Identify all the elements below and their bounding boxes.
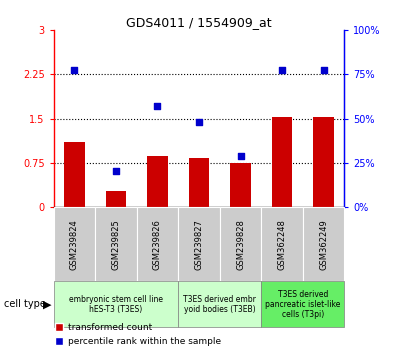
Bar: [230, 163, 251, 207]
Text: GSM239825: GSM239825: [111, 219, 121, 270]
Text: T3ES derived embr
yoid bodies (T3EB): T3ES derived embr yoid bodies (T3EB): [183, 295, 256, 314]
Bar: [178, 281, 261, 327]
Point: [196, 119, 202, 124]
Bar: [261, 207, 303, 281]
Point: [320, 67, 327, 73]
Text: T3ES derived
pancreatic islet-like
cells (T3pi): T3ES derived pancreatic islet-like cells…: [265, 290, 340, 319]
Bar: [54, 207, 95, 281]
Point: [237, 153, 244, 159]
Text: GSM239826: GSM239826: [153, 219, 162, 270]
Bar: [95, 207, 137, 281]
Text: ▶: ▶: [43, 299, 51, 309]
Bar: [178, 207, 220, 281]
Bar: [303, 207, 344, 281]
Bar: [189, 158, 209, 207]
Text: GDS4011 / 1554909_at: GDS4011 / 1554909_at: [126, 16, 272, 29]
Bar: [313, 118, 334, 207]
Legend: transformed count, percentile rank within the sample: transformed count, percentile rank withi…: [52, 320, 224, 349]
Bar: [220, 207, 261, 281]
Point: [279, 67, 285, 73]
Point: [71, 67, 78, 73]
Bar: [137, 207, 178, 281]
Text: GSM239824: GSM239824: [70, 219, 79, 270]
Point: [154, 103, 161, 108]
Point: [113, 168, 119, 173]
Text: embryonic stem cell line
hES-T3 (T3ES): embryonic stem cell line hES-T3 (T3ES): [69, 295, 163, 314]
Text: GSM239827: GSM239827: [195, 219, 203, 270]
Bar: [54, 281, 178, 327]
Text: GSM239828: GSM239828: [236, 219, 245, 270]
Text: cell type: cell type: [4, 299, 46, 309]
Text: GSM362248: GSM362248: [277, 219, 287, 270]
Bar: [147, 156, 168, 207]
Bar: [64, 142, 85, 207]
Bar: [261, 281, 344, 327]
Bar: [105, 190, 126, 207]
Bar: [271, 118, 293, 207]
Text: GSM362249: GSM362249: [319, 219, 328, 270]
